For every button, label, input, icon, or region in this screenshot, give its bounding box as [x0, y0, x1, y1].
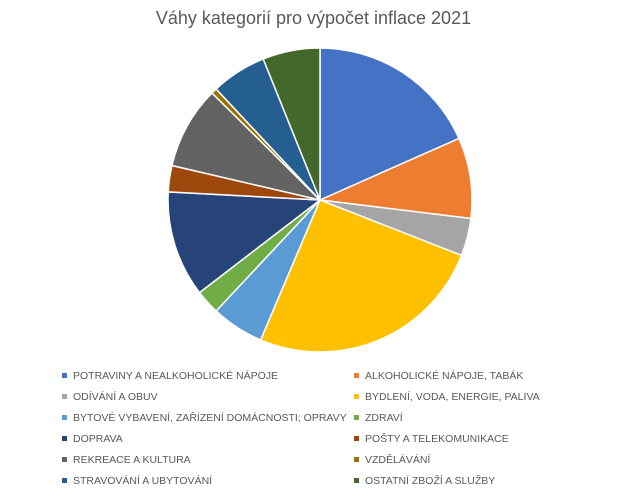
- legend-label: BYDLENÍ, VODA, ENERGIE, PALIVA: [365, 390, 540, 403]
- legend-label: OSTATNÍ ZBOŽÍ A SLUŽBY: [365, 474, 496, 487]
- legend-swatch: [354, 457, 359, 462]
- pie-slice: [262, 47, 321, 201]
- pie-slice: [319, 47, 460, 202]
- legend-item: REKREACE A KULTURA: [62, 452, 354, 467]
- legend-swatch: [62, 415, 67, 420]
- legend-label: BYTOVÉ VYBAVENÍ, ZAŘÍZENÍ DOMÁCNOSTI; OP…: [73, 411, 347, 424]
- legend-item: OSTATNÍ ZBOŽÍ A SLUŽBY: [354, 473, 582, 488]
- legend-swatch: [354, 415, 359, 420]
- legend-swatch: [62, 478, 67, 483]
- legend: POTRAVINY A NEALKOHOLICKÉ NÁPOJE ALKOHOLI…: [62, 368, 582, 488]
- pie-slice: [171, 91, 323, 202]
- legend-label: POTRAVINY A NEALKOHOLICKÉ NÁPOJE: [73, 369, 279, 382]
- legend-label: ZDRAVÍ: [365, 411, 403, 424]
- legend-swatch: [62, 373, 67, 378]
- legend-label: DOPRAVA: [73, 432, 123, 445]
- legend-item: DOPRAVA: [62, 431, 354, 446]
- pie-slice: [259, 199, 463, 353]
- legend-item: POTRAVINY A NEALKOHOLICKÉ NÁPOJE: [62, 368, 354, 383]
- legend-label: ODÍVÁNÍ A OBUV: [73, 390, 158, 403]
- legend-item: STRAVOVÁNÍ A UBYTOVÁNÍ: [62, 473, 354, 488]
- pie-chart: [167, 47, 473, 353]
- legend-label: VZDĚLÁVÁNÍ: [365, 453, 431, 466]
- legend-swatch: [62, 436, 67, 441]
- legend-swatch: [62, 457, 67, 462]
- legend-label: STRAVOVÁNÍ A UBYTOVÁNÍ: [73, 474, 213, 487]
- legend-label: POŠTY A TELEKOMUNIKACE: [365, 432, 509, 445]
- legend-item: ALKOHOLICKÉ NÁPOJE, TABÁK: [354, 368, 582, 383]
- pie-slice: [167, 191, 323, 294]
- legend-swatch: [354, 373, 359, 378]
- legend-item: ZDRAVÍ: [354, 410, 582, 425]
- legend-swatch: [354, 478, 359, 483]
- legend-swatch: [62, 394, 67, 399]
- legend-item: POŠTY A TELEKOMUNIKACE: [354, 431, 582, 446]
- legend-label: REKREACE A KULTURA: [73, 453, 191, 466]
- legend-swatch: [354, 436, 359, 441]
- legend-item: BYTOVÉ VYBAVENÍ, ZAŘÍZENÍ DOMÁCNOSTI; OP…: [62, 410, 354, 425]
- legend-label: ALKOHOLICKÉ NÁPOJE, TABÁK: [365, 369, 524, 382]
- legend-item: BYDLENÍ, VODA, ENERGIE, PALIVA: [354, 389, 582, 404]
- legend-item: VZDĚLÁVÁNÍ: [354, 452, 582, 467]
- legend-item: ODÍVÁNÍ A OBUV: [62, 389, 354, 404]
- legend-swatch: [354, 394, 359, 399]
- chart-title: Váhy kategorií pro výpočet inflace 2021: [155, 8, 472, 28]
